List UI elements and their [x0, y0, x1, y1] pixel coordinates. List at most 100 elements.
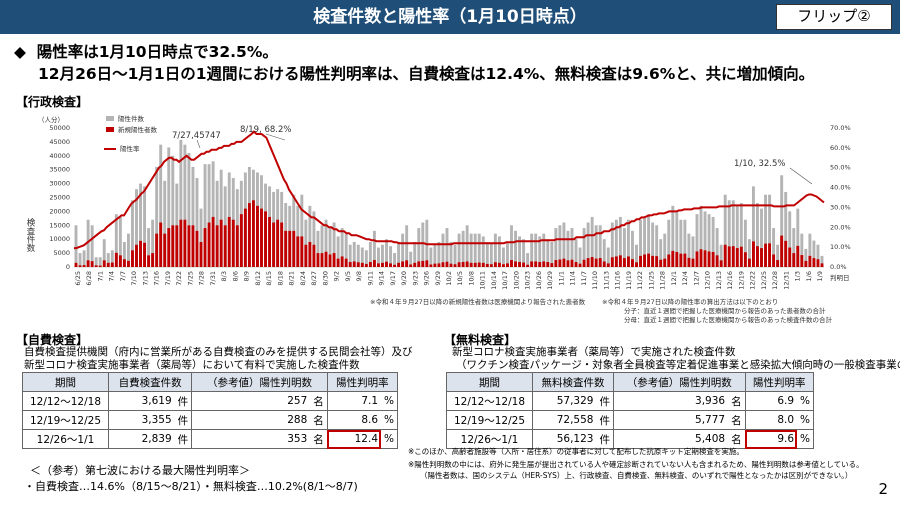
positive-bar: [425, 260, 429, 267]
free-desc-1: 新型コロナ検査実施事業者（薬局等）で実施された検査件数: [452, 346, 736, 358]
test-bar: [179, 139, 183, 267]
test-bar: [614, 219, 618, 267]
positive-bar: [429, 264, 433, 267]
test-bar: [203, 164, 207, 267]
positive-bar: [131, 250, 134, 267]
header-bar: [0, 0, 900, 34]
test-bar: [445, 228, 449, 267]
positive-bar: [74, 262, 78, 267]
positive-bar: [772, 254, 776, 267]
test-bar: [86, 219, 90, 267]
positive-bar: [614, 256, 618, 267]
positive-bar: [651, 255, 655, 267]
positive-bar: [90, 261, 94, 267]
x-tick-label: 11/10: [591, 271, 599, 290]
positive-bar: [768, 243, 772, 267]
cell-count: 56,123: [532, 429, 597, 449]
page-title: 検査件数と陽性率（1月10日時点）: [313, 7, 587, 27]
y2-tick-label: 10.0%: [830, 243, 851, 251]
positive-bar: [715, 255, 719, 267]
positive-bar: [816, 259, 820, 267]
y-tick-label: 0: [66, 263, 70, 271]
positive-bar: [401, 261, 405, 267]
positive-bar: [812, 258, 816, 267]
x-tick-label: 7/28: [198, 271, 206, 286]
positive-bar: [497, 262, 501, 267]
positive-bar: [393, 264, 397, 267]
positive-bar: [98, 265, 102, 267]
positive-bar: [514, 261, 517, 267]
y-tick-label: 35000: [49, 166, 70, 174]
positive-bar: [239, 214, 243, 267]
x-tick-label: 8/30: [321, 271, 329, 286]
positive-bar: [719, 260, 723, 267]
positive-bar: [534, 261, 538, 267]
positive-bar: [707, 251, 711, 267]
test-bar: [735, 205, 739, 267]
test-bar: [796, 208, 800, 267]
positive-bar: [602, 261, 606, 267]
y-tick-label: 30000: [49, 180, 70, 188]
positive-bar: [671, 250, 675, 267]
test-bar: [493, 233, 497, 267]
test-bar: [812, 240, 816, 267]
positive-bar: [796, 245, 800, 267]
annotation-peak-rate: 8/19, 68.2%: [240, 125, 292, 135]
test-bar: [631, 230, 634, 267]
positive-bar: [292, 230, 296, 267]
test-bar: [570, 228, 574, 267]
y-tick-label: 25000: [49, 194, 70, 202]
positive-bar: [510, 260, 513, 267]
x-tick-label: 8/24: [299, 271, 307, 286]
positive-bar: [110, 262, 114, 267]
test-bar: [550, 241, 554, 267]
test-bar: [312, 211, 316, 267]
test-bar: [74, 225, 78, 267]
positive-bar: [808, 255, 812, 267]
cell-rate-unit: %: [797, 410, 815, 430]
positive-bar: [461, 261, 465, 267]
test-bar: [336, 236, 340, 267]
self-paid-desc-2: 新型コロナ検査実施事業者（薬局等）において有料で実施した検査件数: [24, 359, 360, 371]
positive-bar: [554, 260, 558, 267]
x-tick-label: 8/3: [220, 271, 228, 281]
x-tick-label: 12/4: [681, 271, 689, 286]
test-bar: [635, 244, 638, 267]
positive-bar: [143, 242, 147, 267]
positive-bar: [405, 260, 409, 267]
test-bar: [90, 225, 94, 267]
cell-rate-highlight: 9.6: [744, 429, 798, 449]
cell-period: 12/12～12/18: [446, 391, 533, 411]
x-tick-label: 7/19: [164, 271, 172, 286]
test-bar: [695, 214, 699, 267]
positive-bar: [626, 256, 630, 267]
x-tick-label: 11/4: [569, 271, 577, 286]
positive-bar: [385, 261, 388, 267]
test-bar: [647, 214, 651, 267]
test-bar: [147, 228, 151, 267]
cell-rate-unit: %: [797, 429, 815, 449]
x-tick-label: 7/10: [130, 271, 138, 286]
x-tick-label: 10/29: [546, 271, 554, 290]
y2-tick-label: 0.0%: [830, 263, 847, 271]
test-bar: [562, 222, 566, 267]
positive-bar: [550, 263, 554, 267]
y2-tick-label: 50.0%: [830, 164, 851, 172]
x-tick-label: 11/28: [659, 271, 667, 290]
cell-count: 57,329: [532, 391, 597, 411]
test-bar: [477, 233, 481, 267]
positive-bar: [175, 225, 179, 267]
positive-bar: [453, 264, 457, 267]
x-tick-label: 12/13: [715, 271, 723, 290]
free-note-3: （陽性者数は、国のシステム（HER-SYS）上、行政検査、自費検査、無料検査、の…: [420, 471, 853, 480]
positive-bar: [457, 262, 461, 267]
x-tick-label: 11/22: [636, 271, 644, 290]
test-bar: [582, 228, 586, 267]
cell-count: 3,355: [107, 410, 175, 430]
cell-count: 72,558: [532, 410, 597, 430]
positive-bar: [332, 253, 336, 267]
test-bar: [727, 200, 731, 267]
positive-bar: [743, 252, 747, 267]
test-bar: [340, 228, 344, 267]
test-bar: [457, 233, 461, 267]
